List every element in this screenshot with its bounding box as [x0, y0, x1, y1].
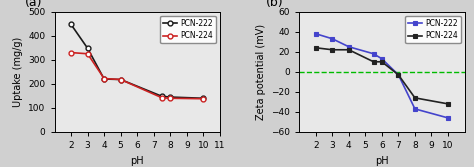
PCN-222	[412, 108, 418, 110]
PCN-224	[412, 97, 418, 99]
PCN-224	[445, 103, 451, 105]
PCN-224	[118, 78, 124, 80]
PCN-224	[68, 52, 74, 54]
Y-axis label: Uptake (mg/g): Uptake (mg/g)	[13, 37, 23, 107]
PCN-224	[329, 49, 335, 51]
Text: (a): (a)	[25, 0, 42, 9]
PCN-224	[85, 53, 91, 55]
Y-axis label: Zeta potential (mV): Zeta potential (mV)	[255, 24, 265, 120]
PCN-222	[159, 95, 165, 97]
X-axis label: pH: pH	[375, 155, 389, 165]
PCN-224	[167, 97, 173, 99]
PCN-222	[167, 96, 173, 98]
PCN-224	[379, 61, 385, 63]
PCN-224	[346, 49, 352, 51]
PCN-222	[395, 74, 401, 76]
Line: PCN-222: PCN-222	[69, 22, 206, 101]
PCN-222	[346, 46, 352, 48]
PCN-222	[68, 23, 74, 25]
Text: (b): (b)	[266, 0, 284, 9]
PCN-222	[85, 47, 91, 49]
PCN-222	[101, 78, 107, 80]
PCN-224	[395, 74, 401, 76]
PCN-224	[371, 61, 376, 63]
Line: PCN-222: PCN-222	[313, 31, 450, 120]
PCN-222	[445, 117, 451, 119]
PCN-222	[329, 38, 335, 40]
X-axis label: pH: pH	[130, 155, 144, 165]
PCN-222	[201, 97, 206, 99]
Line: PCN-224: PCN-224	[313, 45, 450, 106]
PCN-222	[371, 53, 376, 55]
PCN-224	[201, 98, 206, 100]
PCN-224	[101, 77, 107, 79]
PCN-224	[159, 97, 165, 99]
PCN-224	[313, 47, 319, 49]
Legend: PCN-222, PCN-224: PCN-222, PCN-224	[160, 16, 216, 43]
PCN-222	[313, 33, 319, 35]
PCN-222	[379, 58, 385, 60]
Line: PCN-224: PCN-224	[69, 50, 206, 101]
PCN-222	[118, 78, 124, 80]
Legend: PCN-222, PCN-224: PCN-222, PCN-224	[405, 16, 461, 43]
